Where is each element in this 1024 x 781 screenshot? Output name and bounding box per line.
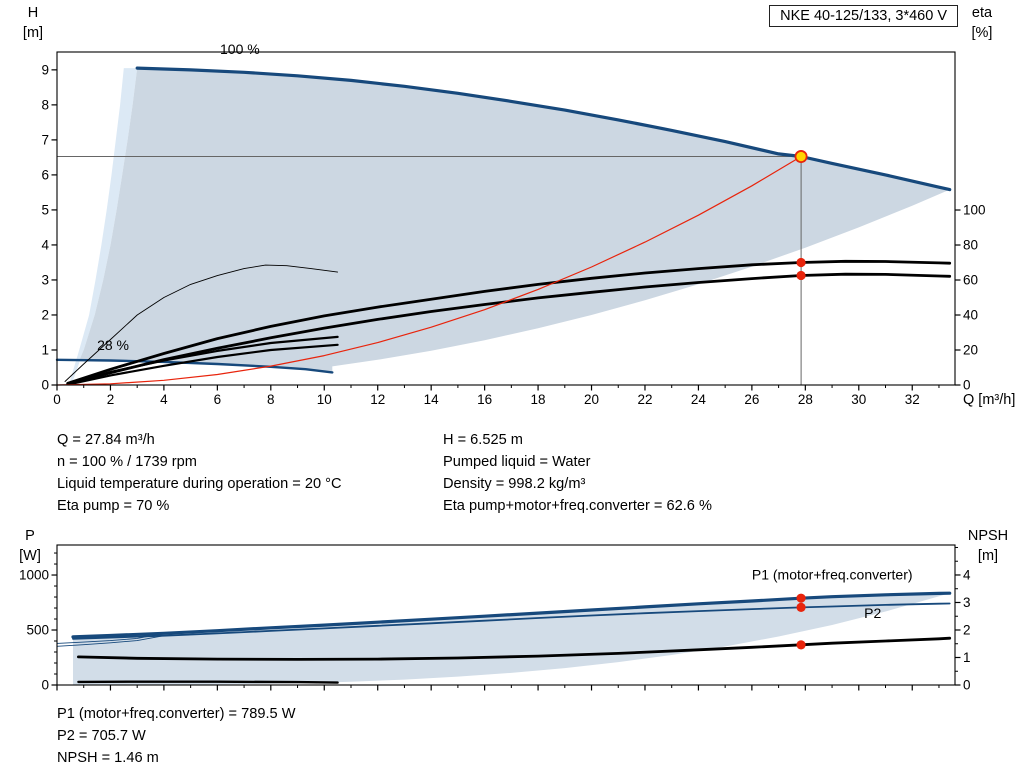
axis-title: [m] bbox=[978, 548, 998, 564]
x-tick-label: 16 bbox=[477, 392, 492, 407]
series-npsh-curve bbox=[77, 636, 952, 661]
info-line-q: Q = 27.84 m³/h bbox=[57, 432, 155, 448]
axis-title: H bbox=[28, 5, 38, 21]
p1-point-marker[interactable] bbox=[796, 593, 806, 603]
y-right-tick-label: 2 bbox=[963, 622, 971, 637]
x-tick-label: 22 bbox=[637, 392, 652, 407]
series-eta-pump bbox=[66, 259, 952, 385]
axis-title: P bbox=[25, 528, 35, 544]
info-line-liquid: Pumped liquid = Water bbox=[443, 454, 591, 470]
axis-title: [W] bbox=[19, 548, 41, 564]
series-p2-zero-flow bbox=[56, 635, 165, 647]
series-control-curve bbox=[56, 155, 802, 386]
info-line-head: H = 6.525 m bbox=[443, 432, 523, 448]
annotation-speed-100: 100 % bbox=[220, 41, 260, 57]
info-line-speed: n = 100 % / 1739 rpm bbox=[57, 454, 197, 470]
y-left-tick-label: 9 bbox=[41, 62, 49, 77]
y-left-tick-label: 7 bbox=[41, 132, 49, 147]
x-tick-label: 30 bbox=[851, 392, 866, 407]
hq-chart-frame bbox=[56, 51, 956, 386]
annotation-speed-28: 28 % bbox=[97, 337, 129, 353]
x-tick-label: 24 bbox=[691, 392, 707, 407]
eta-total-point-marker[interactable] bbox=[796, 270, 806, 281]
x-tick-label: 18 bbox=[531, 392, 546, 407]
axis-title: Q [m³/h] bbox=[963, 392, 1015, 408]
axis-title: NPSH bbox=[968, 528, 1008, 544]
y-left-tick-label: 5 bbox=[41, 202, 49, 217]
x-tick-label: 12 bbox=[370, 392, 385, 407]
x-tick-label: 32 bbox=[905, 392, 920, 407]
power-envelope bbox=[73, 593, 950, 685]
x-tick-label: 8 bbox=[267, 392, 275, 407]
y-right-tick-label: 40 bbox=[963, 308, 978, 323]
y-left-tick-label: 0 bbox=[41, 678, 49, 693]
y-left-tick-label: 0 bbox=[41, 378, 49, 393]
axis-title: eta bbox=[972, 5, 993, 21]
series-eta-thin bbox=[64, 264, 339, 382]
y-right-tick-label: 80 bbox=[963, 238, 978, 253]
annotation-p1-label: P1 (motor+freq.converter) bbox=[752, 566, 913, 582]
series-pump-curve-28pct bbox=[55, 358, 334, 374]
y-right-tick-label: 60 bbox=[963, 273, 978, 288]
axis-title: [m] bbox=[23, 25, 43, 41]
x-tick-label: 2 bbox=[107, 392, 115, 407]
power-npsh-chart-frame bbox=[56, 544, 956, 686]
x-tick-label: 4 bbox=[160, 392, 168, 407]
power-npsh-chart: 0 500 1000 0 1 2 3 4 P [W] NPSH [m] P1 (motor+freq.c… bbox=[19, 528, 1008, 693]
x-tick-label: 26 bbox=[744, 392, 759, 407]
series-pump-curve-100pct bbox=[135, 66, 952, 192]
operating-envelope bbox=[79, 68, 950, 373]
info-line-p1: P1 (motor+freq.converter) = 789.5 W bbox=[57, 706, 296, 722]
eta-pump-point-marker[interactable] bbox=[796, 257, 806, 268]
y-right-tick-label: 20 bbox=[963, 343, 978, 358]
series-eta-part-load-b bbox=[69, 343, 339, 386]
y-right-tick-label: 0 bbox=[963, 678, 971, 693]
low-flow-band bbox=[69, 68, 138, 385]
series-p2-curve bbox=[72, 602, 951, 640]
y-left-tick-label: 1000 bbox=[19, 568, 49, 583]
hq-chart: 0 2 4 6 8 10 12 14 16 18 20 22 24 26 28 30 3201234567890… bbox=[23, 5, 1015, 408]
axis-title: [%] bbox=[972, 25, 993, 41]
y-right-tick-label: 100 bbox=[963, 203, 986, 218]
y-right-tick-label: 3 bbox=[963, 595, 971, 610]
x-tick-label: 28 bbox=[798, 392, 813, 407]
x-tick-label: 10 bbox=[317, 392, 332, 407]
y-left-tick-label: 2 bbox=[41, 307, 49, 322]
result-info: P1 (motor+freq.converter) = 789.5 W P2 =… bbox=[57, 703, 295, 769]
y-left-tick-label: 6 bbox=[41, 167, 49, 182]
info-line-eta-total: Eta pump+motor+freq.converter = 62.6 % bbox=[443, 498, 712, 514]
y-left-tick-label: 1 bbox=[41, 342, 49, 357]
duty-info-left: Q = 27.84 m³/h n = 100 % / 1739 rpm Liqu… bbox=[57, 429, 342, 517]
y-left-tick-label: 8 bbox=[41, 97, 49, 112]
pump-model-title: NKE 40-125/133, 3*460 V bbox=[769, 5, 958, 27]
series-eta-pump-motor-freq bbox=[66, 272, 952, 386]
x-tick-label: 20 bbox=[584, 392, 599, 407]
series-p1-curve bbox=[71, 591, 952, 639]
x-tick-label: 6 bbox=[214, 392, 222, 407]
info-line-p2: P2 = 705.7 W bbox=[57, 728, 146, 744]
p2-point-marker[interactable] bbox=[796, 602, 806, 612]
duty-info-right: H = 6.525 m Pumped liquid = Water Densit… bbox=[443, 429, 712, 517]
info-line-density: Density = 998.2 kg/m³ bbox=[443, 476, 586, 492]
series-p-min-speed bbox=[77, 680, 339, 684]
npsh-point-marker[interactable] bbox=[796, 640, 806, 650]
duty-point-marker[interactable] bbox=[794, 150, 808, 164]
info-line-npsh: NPSH = 1.46 m bbox=[57, 750, 159, 766]
info-line-eta-pump: Eta pump = 70 % bbox=[57, 498, 170, 514]
y-left-tick-label: 3 bbox=[41, 272, 49, 287]
x-tick-label: 14 bbox=[424, 392, 440, 407]
y-left-tick-label: 4 bbox=[41, 237, 49, 252]
y-right-tick-label: 1 bbox=[963, 650, 971, 665]
annotation-p2-label: P2 bbox=[864, 605, 881, 621]
info-line-temperature: Liquid temperature during operation = 20… bbox=[57, 476, 342, 492]
x-tick-label: 0 bbox=[53, 392, 61, 407]
y-left-tick-label: 500 bbox=[26, 623, 49, 638]
y-right-tick-label: 4 bbox=[963, 567, 971, 582]
y-right-tick-label: 0 bbox=[963, 378, 971, 393]
